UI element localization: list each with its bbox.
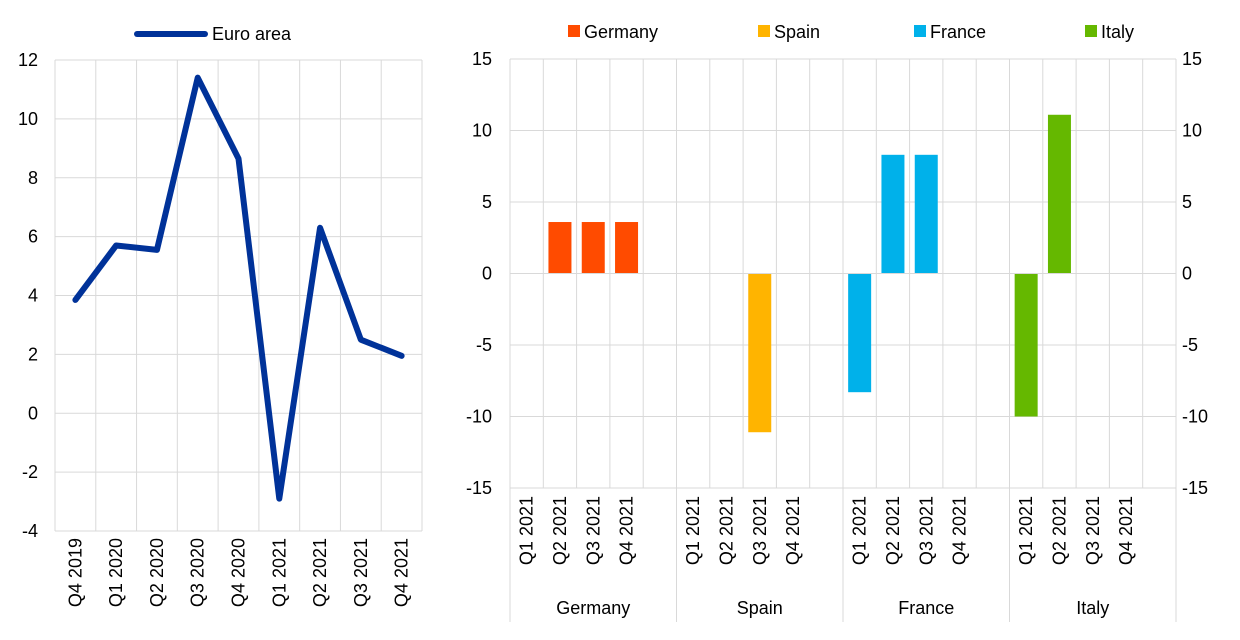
legend-swatch-spain <box>758 25 770 37</box>
country-group-label: Italy <box>1076 598 1109 618</box>
x-tick-label: Q4 2021 <box>617 496 637 565</box>
x-tick-label: Q1 2021 <box>269 538 289 607</box>
x-tick-label: Q2 2021 <box>1049 496 1069 565</box>
bar <box>914 154 938 274</box>
y-tick-label-right: -5 <box>1182 335 1198 355</box>
x-tick-label: Q3 2021 <box>583 496 603 565</box>
y-tick-label: 12 <box>18 50 38 70</box>
x-tick-label: Q3 2021 <box>1083 496 1103 565</box>
bar <box>848 273 872 393</box>
x-tick-label: Q4 2021 <box>392 538 412 607</box>
legend-label-germany: Germany <box>584 22 658 42</box>
x-tick-label: Q3 2020 <box>188 538 208 607</box>
y-tick-label: 0 <box>28 403 38 423</box>
x-tick-label: Q2 2020 <box>147 538 167 607</box>
x-tick-label: Q3 2021 <box>750 496 770 565</box>
y-tick-label-right: 15 <box>1182 49 1202 69</box>
y-tick-label-right: 0 <box>1182 264 1192 284</box>
bar <box>748 273 772 433</box>
legend-swatch-germany <box>568 25 580 37</box>
x-tick-label: Q2 2021 <box>550 496 570 565</box>
country-group-label: Germany <box>556 598 630 618</box>
x-tick-label: Q4 2019 <box>65 538 85 607</box>
x-tick-label: Q1 2020 <box>106 538 126 607</box>
legend-label-france: France <box>930 22 986 42</box>
y-tick-label-left: 5 <box>482 192 492 212</box>
country-group-label: France <box>898 598 954 618</box>
euro-area-line-chart: -4 -2 0 2 4 6 8 10 12 Q4 2019 Q1 2020 Q2 2020 Q3 202… <box>18 24 423 607</box>
x-tick-label: Q1 2021 <box>517 496 537 565</box>
y-tick-label: 4 <box>28 286 38 306</box>
y-tick-label-left: -5 <box>476 335 492 355</box>
bar <box>548 222 572 274</box>
y-tick-label: 6 <box>28 227 38 247</box>
x-tick-label: Q3 2021 <box>351 538 371 607</box>
bar <box>1047 114 1071 274</box>
legend-label-italy: Italy <box>1101 22 1134 42</box>
y-tick-label: 10 <box>18 109 38 129</box>
country-group-label: Spain <box>737 598 783 618</box>
x-tick-label: Q2 2021 <box>883 496 903 565</box>
y-tick-label: -4 <box>22 521 38 541</box>
x-tick-label: Q4 2021 <box>950 496 970 565</box>
x-tick-label: Q4 2020 <box>229 538 249 607</box>
x-tick-label: Q2 2021 <box>310 538 330 607</box>
legend-swatch-italy <box>1085 25 1097 37</box>
y-tick-label-right: -15 <box>1182 478 1208 498</box>
y-tick-label-left: 0 <box>482 264 492 284</box>
y-tick-label-right: 10 <box>1182 121 1202 141</box>
bar <box>1014 273 1038 417</box>
x-tick-label: Q1 2021 <box>1016 496 1036 565</box>
y-tick-label-left: 15 <box>472 49 492 69</box>
series-line-euro-area <box>72 74 405 502</box>
legend-label-spain: Spain <box>774 22 820 42</box>
x-tick-label: Q1 2021 <box>850 496 870 565</box>
x-tick-label: Q4 2021 <box>783 496 803 565</box>
y-tick-label-left: -15 <box>466 478 492 498</box>
x-tick-label: Q3 2021 <box>916 496 936 565</box>
y-tick-label-right: -10 <box>1182 407 1208 427</box>
y-tick-label-right: 5 <box>1182 192 1192 212</box>
y-tick-label: 8 <box>28 168 38 188</box>
x-tick-label: Q1 2021 <box>683 496 703 565</box>
x-tick-label: Q2 2021 <box>716 496 736 565</box>
y-tick-label: 2 <box>28 344 38 364</box>
legend-label-euro-area: Euro area <box>212 24 292 44</box>
bar <box>581 222 605 274</box>
bar <box>881 154 905 274</box>
y-tick-label-left: 10 <box>472 121 492 141</box>
y-tick-label: -2 <box>22 462 38 482</box>
bar <box>615 222 639 274</box>
country-bar-chart: -15 -15 -10 -10 -5 -5 0 0 5 5 10 10 15 15 Q1 2021 Q2 20… <box>466 22 1208 622</box>
y-tick-label-left: -10 <box>466 407 492 427</box>
x-tick-label: Q4 2021 <box>1116 496 1136 565</box>
legend-swatch-france <box>914 25 926 37</box>
